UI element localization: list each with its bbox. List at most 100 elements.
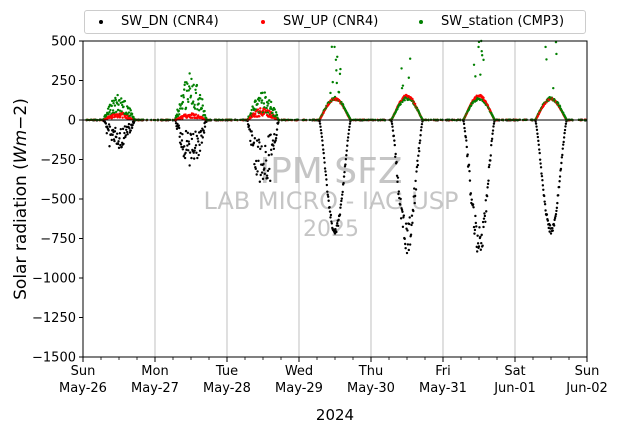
sw-dn-point [348, 122, 352, 125]
sw-station-point [254, 100, 257, 103]
sw-station-point [190, 77, 193, 81]
sw-dn-point [534, 120, 537, 123]
sw-dn-point [180, 145, 183, 149]
y-tick-label: 0 [68, 114, 76, 129]
sw-station-point [273, 108, 276, 111]
sw-dn-point [560, 161, 563, 165]
sw-dn-point [190, 156, 193, 160]
sw-station-point [193, 103, 196, 107]
sw-station-point [194, 88, 197, 92]
sw-station-point [116, 108, 120, 112]
sw-dn-point [552, 224, 556, 227]
sw-dn-point [420, 122, 424, 126]
sw-dn-point [555, 209, 558, 213]
sw-dn-point [479, 248, 483, 251]
sw-up-point [121, 116, 124, 119]
sw-dn-point [537, 143, 540, 146]
sw-station-point [111, 109, 115, 112]
sw-station-point [480, 50, 483, 53]
sw-dn-point [322, 156, 326, 160]
sw-dn-point [183, 145, 186, 148]
sw-dn-point [551, 229, 555, 232]
sw-dn-point [270, 153, 273, 156]
y-tick-label: −1500 [32, 351, 76, 366]
sw-dn-point [175, 127, 179, 131]
sw-dn-point [192, 132, 195, 136]
sw-up-point [252, 112, 255, 115]
sw-dn-point [195, 151, 198, 155]
sw-dn-point [393, 143, 396, 147]
sw-dn-point [344, 157, 348, 161]
sw-dn-point [322, 151, 325, 155]
sw-station-point [114, 98, 118, 102]
sw-station-point [266, 104, 269, 107]
sw-dn-point [483, 214, 487, 218]
legend-item-sw-station: SW_station (CMP3) [419, 14, 564, 29]
sw-dn-point [196, 137, 199, 140]
sw-dn-point [554, 213, 558, 216]
sw-dn-point [200, 141, 204, 144]
sw-dn-point [544, 209, 547, 212]
sw-dn-point [492, 122, 496, 125]
sw-dn-point [116, 142, 120, 146]
sw-dn-point [177, 124, 180, 127]
sw-dn-point [202, 131, 206, 134]
sw-dn-point [256, 170, 259, 173]
sw-station-point [544, 45, 547, 49]
sw-station-point [329, 91, 332, 95]
sw-dn-point [548, 224, 552, 227]
sw-dn-point [543, 200, 546, 203]
sw-dn-point [198, 143, 201, 147]
sw-dn-point [119, 127, 123, 131]
sw-dn-point [262, 162, 265, 166]
sw-dn-point [107, 123, 111, 126]
x-tick-label-day: Fri [435, 364, 451, 379]
sw-dn-point [410, 214, 414, 217]
sw-dn-point [187, 140, 190, 143]
sw-dn-point [474, 221, 478, 225]
sw-dn-point [409, 233, 413, 236]
sw-dn-point [548, 230, 551, 233]
sw-dn-point [415, 165, 419, 169]
sw-dn-point [323, 167, 327, 170]
sw-dn-point [121, 127, 125, 131]
sw-dn-point [325, 183, 329, 187]
sw-dn-point [320, 132, 323, 135]
sw-dn-point [178, 126, 181, 130]
sw-station-point [180, 94, 183, 98]
sw-dn-point [195, 134, 199, 138]
sw-dn-point [564, 122, 568, 125]
sw-station-point [407, 76, 411, 79]
sw-dn-point [396, 176, 400, 179]
sw-dn-point [408, 216, 411, 219]
sw-dn-point [272, 144, 275, 147]
sw-dn-point [474, 214, 477, 218]
sw-dn-point [410, 223, 413, 227]
sw-station-point [196, 108, 199, 111]
sw-dn-point [473, 232, 476, 235]
sw-dn-point [275, 133, 278, 137]
sw-station-point [335, 81, 339, 85]
sw-station-point [118, 109, 122, 112]
sw-dn-point [480, 233, 483, 237]
sw-dn-point [345, 149, 348, 152]
sw-dn-point [181, 132, 184, 136]
sw-station-point [335, 69, 338, 72]
sw-dn-point [490, 143, 493, 147]
sw-station-point [275, 113, 279, 117]
sw-dn-point [465, 145, 468, 149]
sw-station-point [334, 58, 338, 62]
sw-station-point [184, 106, 188, 110]
sw-dn-point [253, 162, 256, 166]
sw-dn-point [485, 194, 489, 198]
sw-dn-point [254, 167, 257, 171]
sw-station-point [274, 111, 278, 114]
sw-dn-point [415, 170, 418, 173]
sw-dn-point [417, 154, 420, 157]
sw-dn-point [186, 144, 189, 147]
sw-station-point [197, 102, 200, 105]
sw-station-point [341, 103, 345, 107]
sw-dn-point [390, 122, 394, 126]
sw-dn-point [414, 188, 418, 191]
sw-dn-point [128, 127, 131, 130]
